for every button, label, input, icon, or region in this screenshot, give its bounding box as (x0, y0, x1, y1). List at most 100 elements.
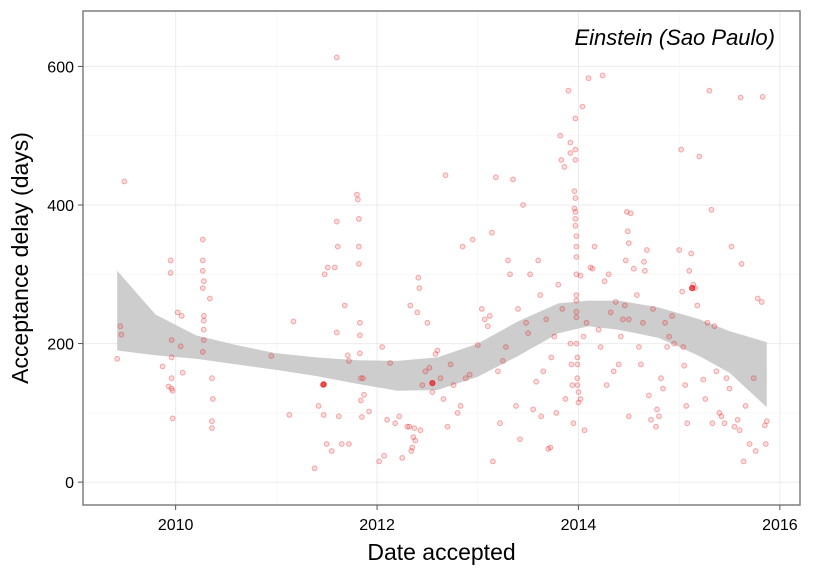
y-axis-title: Acceptance delay (days) (7, 132, 33, 384)
data-point (559, 306, 566, 312)
data-point (567, 139, 574, 146)
data-point (118, 331, 125, 338)
data-point (570, 420, 577, 427)
data-point (551, 333, 558, 340)
data-point (168, 337, 175, 344)
data-point (315, 403, 322, 409)
data-point (357, 332, 363, 339)
data-point (571, 205, 578, 212)
data-point (736, 427, 743, 434)
data-point (527, 271, 533, 278)
data-point (497, 420, 503, 427)
data-point (535, 257, 542, 264)
data-point (740, 458, 747, 465)
data-point (574, 382, 581, 389)
data-point (320, 412, 327, 418)
data-point (605, 271, 612, 278)
data-point (334, 243, 341, 250)
data-point (706, 87, 713, 94)
data-point (572, 157, 579, 163)
data-point (646, 392, 652, 399)
data-point (640, 319, 646, 326)
data-point (625, 240, 632, 247)
data-point (660, 385, 666, 392)
data-point (513, 403, 519, 409)
data-point (159, 363, 166, 370)
data-point (525, 330, 531, 337)
data-point (607, 309, 614, 316)
data-point (548, 354, 555, 361)
data-point (569, 382, 576, 389)
data-point (678, 146, 685, 153)
data-point (750, 375, 757, 382)
data-point (416, 285, 423, 292)
data-point (408, 448, 415, 454)
data-point (644, 247, 650, 253)
data-point (495, 368, 501, 375)
data-point (713, 368, 720, 375)
data-point (209, 425, 215, 432)
data-point (589, 265, 596, 272)
smooth-confidence-band (117, 270, 767, 408)
data-point (321, 271, 328, 278)
data-point (366, 408, 372, 415)
data-point (199, 349, 206, 355)
data-point (478, 306, 485, 312)
data-point (754, 295, 761, 302)
data-point (567, 340, 574, 347)
data-point (721, 420, 728, 427)
data-point (324, 264, 331, 271)
data-point (680, 344, 687, 350)
data-point (573, 233, 580, 240)
data-point (704, 319, 711, 326)
data-point (406, 423, 413, 430)
data-point (575, 399, 582, 406)
data-point (583, 319, 590, 326)
data-point (621, 302, 628, 309)
data-point (199, 285, 206, 292)
data-point (344, 352, 351, 359)
data-point (572, 216, 579, 222)
data-point (573, 308, 580, 315)
y-tick-label: 0 (65, 475, 74, 492)
data-point (417, 427, 424, 434)
data-point (207, 295, 213, 302)
x-tick-label: 2014 (561, 517, 597, 534)
data-point (333, 329, 340, 336)
data-point (356, 243, 362, 250)
data-point (571, 188, 578, 195)
data-point (177, 343, 184, 350)
data-point (209, 418, 215, 425)
x-tick-label: 2010 (158, 517, 194, 534)
data-point (341, 302, 348, 309)
data-point (387, 360, 394, 366)
data-point (686, 267, 693, 274)
data-point (169, 415, 176, 422)
data-point (708, 206, 715, 213)
data-point (376, 458, 383, 465)
data-point (346, 441, 352, 447)
x-axis-title: Date accepted (367, 539, 515, 565)
data-point-overlap (429, 380, 436, 387)
data-point (333, 54, 340, 61)
data-point (587, 264, 594, 271)
data-point (355, 196, 361, 203)
data-point (489, 229, 495, 236)
data-point (603, 382, 610, 389)
data-point (572, 146, 579, 153)
data-point (434, 347, 441, 354)
data-point (654, 406, 660, 413)
data-point (538, 413, 545, 420)
data-point (414, 309, 421, 316)
data-point (412, 437, 419, 444)
data-point (630, 265, 637, 272)
data-point (553, 410, 560, 416)
data-point (520, 202, 526, 208)
data-point (573, 292, 580, 299)
data-point (523, 319, 529, 326)
data-point (167, 270, 174, 276)
data-point (505, 257, 511, 264)
data-point (447, 361, 454, 368)
data-point (653, 423, 659, 430)
data-point (619, 316, 626, 323)
